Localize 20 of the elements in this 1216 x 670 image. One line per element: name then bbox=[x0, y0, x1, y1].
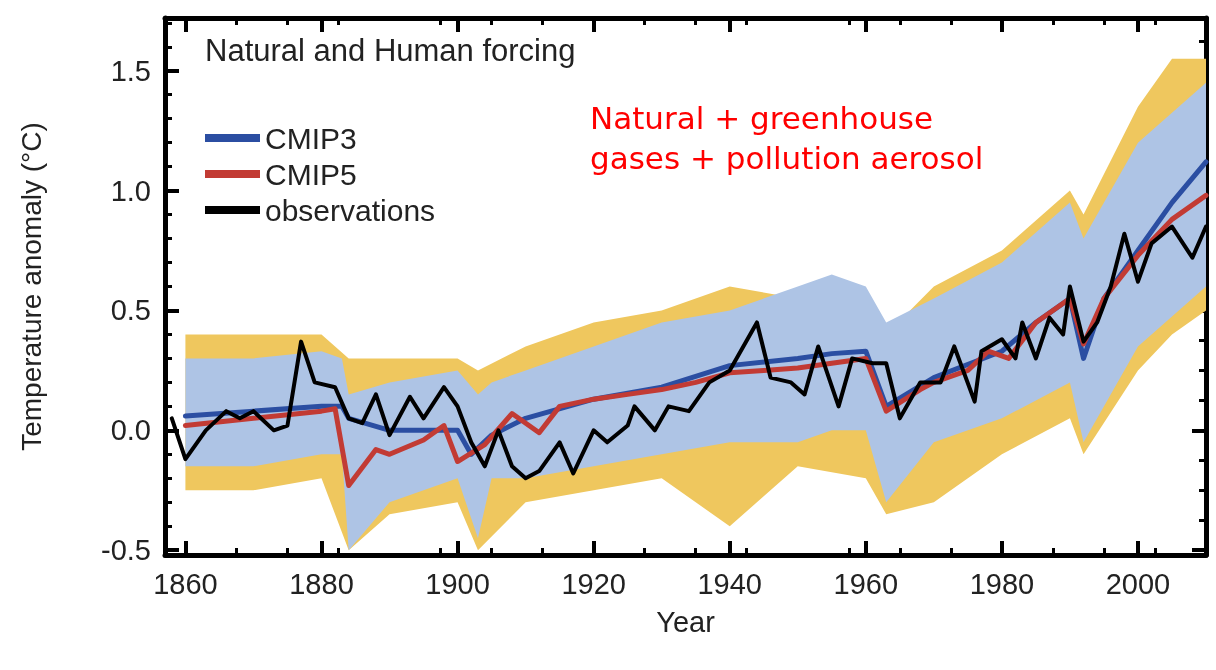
legend-label: observations bbox=[265, 193, 436, 227]
legend-label: CMIP3 bbox=[265, 121, 357, 155]
x-tick-label: 1860 bbox=[153, 567, 218, 600]
x-tick-label: 1900 bbox=[425, 567, 490, 600]
x-tick-label: 2000 bbox=[1105, 567, 1171, 600]
y-axis-title: Temperature anomaly (°C) bbox=[15, 122, 47, 451]
y-tick-label: -0.5 bbox=[101, 534, 151, 567]
x-tick-label: 1980 bbox=[969, 567, 1035, 600]
y-tick-label: 1.0 bbox=[110, 174, 151, 207]
x-tick-label: 1940 bbox=[697, 567, 762, 600]
text: Natural and Human forcing bbox=[205, 33, 576, 68]
y-tick-label: 0.0 bbox=[110, 414, 151, 447]
x-axis-title: Year bbox=[656, 605, 716, 638]
legend-label: CMIP5 bbox=[265, 157, 357, 191]
annotation: Natural + greenhouse gases + pollution aerosol bbox=[590, 100, 984, 176]
x-tick-label: 1920 bbox=[561, 567, 626, 600]
x-tick-label: 1880 bbox=[289, 567, 354, 600]
y-tick-label: 1.5 bbox=[110, 54, 151, 87]
y-tick-label: 0.5 bbox=[110, 294, 151, 327]
x-tick-label: 1960 bbox=[833, 567, 899, 600]
